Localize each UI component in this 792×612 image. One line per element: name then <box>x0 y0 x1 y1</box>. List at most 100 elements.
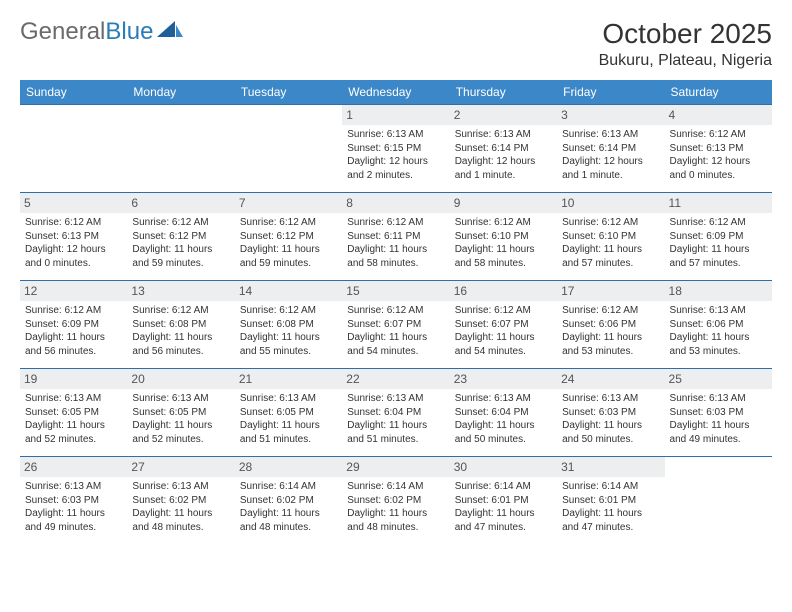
sunset-text: Sunset: 6:02 PM <box>347 494 444 508</box>
header: GeneralBlue October 2025 Bukuru, Plateau… <box>20 18 772 70</box>
weekday-header: Tuesday <box>235 80 342 105</box>
sunset-text: Sunset: 6:03 PM <box>25 494 122 508</box>
sunrise-text: Sunrise: 6:12 AM <box>562 304 659 318</box>
day-cell <box>235 105 342 193</box>
daylight-text: Daylight: 11 hours and 47 minutes. <box>562 507 659 534</box>
day-cell: 14Sunrise: 6:12 AMSunset: 6:08 PMDayligh… <box>235 281 342 369</box>
sunrise-text: Sunrise: 6:12 AM <box>670 128 767 142</box>
daylight-text: Daylight: 11 hours and 52 minutes. <box>132 419 229 446</box>
daylight-text: Daylight: 12 hours and 0 minutes. <box>670 155 767 182</box>
sunrise-text: Sunrise: 6:12 AM <box>132 216 229 230</box>
sunrise-text: Sunrise: 6:13 AM <box>670 304 767 318</box>
day-number: 31 <box>557 457 664 477</box>
sunrise-text: Sunrise: 6:13 AM <box>132 392 229 406</box>
weekday-header-row: SundayMondayTuesdayWednesdayThursdayFrid… <box>20 80 772 105</box>
sunset-text: Sunset: 6:06 PM <box>670 318 767 332</box>
day-number: 8 <box>342 193 449 213</box>
day-number: 27 <box>127 457 234 477</box>
daylight-text: Daylight: 11 hours and 56 minutes. <box>132 331 229 358</box>
day-number: 15 <box>342 281 449 301</box>
daylight-text: Daylight: 11 hours and 51 minutes. <box>240 419 337 446</box>
day-number: 14 <box>235 281 342 301</box>
sunrise-text: Sunrise: 6:13 AM <box>25 392 122 406</box>
day-cell: 4Sunrise: 6:12 AMSunset: 6:13 PMDaylight… <box>665 105 772 193</box>
sunset-text: Sunset: 6:07 PM <box>455 318 552 332</box>
day-number: 11 <box>665 193 772 213</box>
day-cell: 18 Sunrise: 6:13 AMSunset: 6:06 PMDayligh… <box>665 281 772 369</box>
sunset-text: Sunset: 6:05 PM <box>132 406 229 420</box>
sunrise-text: Sunrise: 6:13 AM <box>455 128 552 142</box>
day-cell: 27Sunrise: 6:13 AMSunset: 6:02 PMDayligh… <box>127 457 234 545</box>
sunrise-text: Sunrise: 6:12 AM <box>455 216 552 230</box>
sunrise-text: Sunrise: 6:13 AM <box>562 392 659 406</box>
month-title: October 2025 <box>599 18 772 50</box>
sunset-text: Sunset: 6:14 PM <box>562 142 659 156</box>
daylight-text: Daylight: 11 hours and 50 minutes. <box>562 419 659 446</box>
day-number: 22 <box>342 369 449 389</box>
day-cell: 8Sunrise: 6:12 AMSunset: 6:11 PMDaylight… <box>342 193 449 281</box>
sunrise-text: Sunrise: 6:12 AM <box>25 216 122 230</box>
sunrise-text: Sunrise: 6:13 AM <box>455 392 552 406</box>
sunrise-text: Sunrise: 6:12 AM <box>347 304 444 318</box>
sunset-text: Sunset: 6:10 PM <box>562 230 659 244</box>
sunrise-text: Sunrise: 6:13 AM <box>240 392 337 406</box>
title-block: October 2025 Bukuru, Plateau, Nigeria <box>599 18 772 70</box>
sunrise-text: Sunrise: 6:14 AM <box>455 480 552 494</box>
sunset-text: Sunset: 6:11 PM <box>347 230 444 244</box>
day-number: 30 <box>450 457 557 477</box>
sunrise-text: Sunrise: 6:12 AM <box>347 216 444 230</box>
sunset-text: Sunset: 6:04 PM <box>347 406 444 420</box>
day-number: 5 <box>20 193 127 213</box>
day-number: 23 <box>450 369 557 389</box>
logo-text-general: General <box>20 18 105 46</box>
day-number: 18 <box>665 281 772 301</box>
sunset-text: Sunset: 6:08 PM <box>240 318 337 332</box>
day-number: 20 <box>127 369 234 389</box>
weekday-header: Friday <box>557 80 664 105</box>
sunset-text: Sunset: 6:06 PM <box>562 318 659 332</box>
day-cell: 20 Sunrise: 6:13 AMSunset: 6:05 PMDayligh… <box>127 369 234 457</box>
daylight-text: Daylight: 11 hours and 51 minutes. <box>347 419 444 446</box>
sunrise-text: Sunrise: 6:13 AM <box>670 392 767 406</box>
sunset-text: Sunset: 6:02 PM <box>240 494 337 508</box>
week-row: 26Sunrise: 6:13 AMSunset: 6:03 PMDayligh… <box>20 457 772 545</box>
day-cell: 28Sunrise: 6:14 AMSunset: 6:02 PMDayligh… <box>235 457 342 545</box>
logo: GeneralBlue <box>20 18 183 46</box>
sunset-text: Sunset: 6:10 PM <box>455 230 552 244</box>
daylight-text: Daylight: 11 hours and 49 minutes. <box>670 419 767 446</box>
sunset-text: Sunset: 6:01 PM <box>455 494 552 508</box>
location: Bukuru, Plateau, Nigeria <box>599 52 772 70</box>
sunrise-text: Sunrise: 6:12 AM <box>670 216 767 230</box>
logo-text-blue: Blue <box>105 18 153 46</box>
daylight-text: Daylight: 11 hours and 47 minutes. <box>455 507 552 534</box>
daylight-text: Daylight: 11 hours and 49 minutes. <box>25 507 122 534</box>
calendar-body: 1Sunrise: 6:13 AMSunset: 6:15 PMDaylight… <box>20 105 772 545</box>
sunrise-text: Sunrise: 6:13 AM <box>25 480 122 494</box>
daylight-text: Daylight: 12 hours and 1 minute. <box>455 155 552 182</box>
week-row: 19Sunrise: 6:13 AMSunset: 6:05 PMDayligh… <box>20 369 772 457</box>
day-cell: 23Sunrise: 6:13 AMSunset: 6:04 PMDayligh… <box>450 369 557 457</box>
daylight-text: Daylight: 12 hours and 1 minute. <box>562 155 659 182</box>
day-cell: 24Sunrise: 6:13 AMSunset: 6:03 PMDayligh… <box>557 369 664 457</box>
day-cell: 10Sunrise: 6:12 AMSunset: 6:10 PMDayligh… <box>557 193 664 281</box>
sunset-text: Sunset: 6:03 PM <box>562 406 659 420</box>
daylight-text: Daylight: 12 hours and 2 minutes. <box>347 155 444 182</box>
sunset-text: Sunset: 6:12 PM <box>132 230 229 244</box>
sunset-text: Sunset: 6:02 PM <box>132 494 229 508</box>
sunrise-text: Sunrise: 6:12 AM <box>25 304 122 318</box>
day-number: 2 <box>450 105 557 125</box>
sunset-text: Sunset: 6:12 PM <box>240 230 337 244</box>
day-number: 25 <box>665 369 772 389</box>
sunset-text: Sunset: 6:05 PM <box>240 406 337 420</box>
day-number: 6 <box>127 193 234 213</box>
day-number: 19 <box>20 369 127 389</box>
day-number: 4 <box>665 105 772 125</box>
daylight-text: Daylight: 11 hours and 59 minutes. <box>132 243 229 270</box>
daylight-text: Daylight: 11 hours and 53 minutes. <box>670 331 767 358</box>
day-cell: 17Sunrise: 6:12 AMSunset: 6:06 PMDayligh… <box>557 281 664 369</box>
daylight-text: Daylight: 11 hours and 55 minutes. <box>240 331 337 358</box>
day-cell: 2Sunrise: 6:13 AMSunset: 6:14 PMDaylight… <box>450 105 557 193</box>
sunset-text: Sunset: 6:05 PM <box>25 406 122 420</box>
day-cell: 19Sunrise: 6:13 AMSunset: 6:05 PMDayligh… <box>20 369 127 457</box>
sunrise-text: Sunrise: 6:12 AM <box>240 216 337 230</box>
